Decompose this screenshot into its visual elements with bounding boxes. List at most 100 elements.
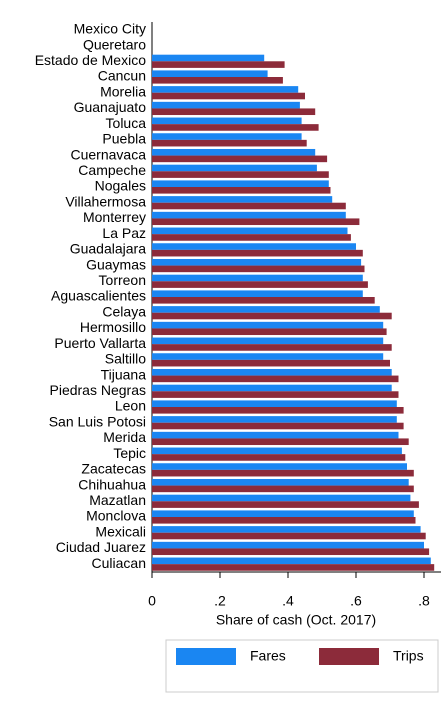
bar	[152, 407, 404, 414]
y-tick-label: Guadalajara	[70, 241, 146, 257]
bar	[152, 541, 424, 549]
y-tick-label: Tijuana	[101, 366, 147, 382]
y-tick-label: Celaya	[102, 303, 146, 319]
y-tick-label: Nogales	[95, 178, 146, 194]
bar	[152, 180, 329, 187]
bar	[152, 564, 435, 571]
bar	[152, 218, 360, 226]
bar	[152, 431, 399, 439]
bar	[152, 70, 268, 77]
y-tick-label: Aguascalientes	[51, 288, 146, 304]
y-tick-label: Culiacan	[92, 555, 146, 571]
bar	[152, 375, 399, 383]
bar	[152, 227, 348, 235]
bar	[152, 463, 407, 470]
bar	[152, 133, 302, 140]
y-tick-label: Mexicali	[95, 523, 146, 539]
bar	[152, 391, 399, 398]
bar	[152, 290, 363, 297]
y-tick-label: Campeche	[78, 162, 146, 178]
bar	[152, 438, 409, 446]
bar	[152, 139, 307, 147]
bar	[152, 54, 265, 62]
y-tick-label: Hermosillo	[80, 319, 146, 335]
bar	[152, 501, 419, 508]
bar	[152, 454, 406, 461]
bar	[152, 422, 404, 430]
bar	[152, 108, 316, 116]
y-tick-label: Toluca	[106, 115, 147, 131]
bar	[152, 92, 305, 100]
y-tick-label: Piedras Negras	[50, 382, 147, 398]
bar	[152, 249, 363, 257]
y-tick-label: Saltillo	[105, 351, 146, 367]
bar	[152, 117, 302, 125]
bar	[152, 196, 333, 203]
y-tick-label: Queretaro	[83, 36, 146, 52]
legend-label: Fares	[250, 648, 286, 664]
y-tick-label: Estado de Mexico	[35, 52, 146, 68]
bar	[152, 61, 285, 68]
y-tick-label: Leon	[115, 398, 146, 414]
bar	[152, 359, 390, 367]
bar	[152, 274, 363, 282]
bar	[152, 469, 414, 477]
bar	[152, 353, 384, 360]
y-tick-label: Cuernavaca	[71, 146, 147, 162]
bar	[152, 86, 299, 93]
bar	[152, 155, 328, 163]
bar	[152, 328, 387, 336]
bar	[152, 171, 329, 178]
y-tick-label: Zacatecas	[81, 461, 146, 477]
bar	[152, 306, 380, 313]
bar	[152, 517, 416, 524]
bar	[152, 526, 421, 533]
y-tick-label: Chihuahua	[78, 476, 146, 492]
y-tick-label: Monterrey	[83, 209, 146, 225]
bar	[152, 265, 365, 273]
bar	[152, 478, 409, 486]
bar	[152, 77, 283, 84]
y-tick-label: Mazatlan	[89, 492, 146, 508]
bar	[152, 485, 414, 493]
x-axis-title: Share of cash (Oct. 2017)	[216, 612, 376, 628]
bar	[152, 494, 411, 502]
y-tick-label: Torreon	[99, 272, 146, 288]
bar	[152, 557, 431, 565]
y-tick-label: Tepic	[113, 445, 146, 461]
bar	[152, 416, 397, 423]
bar	[152, 124, 319, 131]
y-tick-label: Ciudad Juarez	[56, 539, 146, 555]
legend-swatch	[319, 648, 379, 665]
bar	[152, 548, 430, 556]
legend-swatch	[176, 648, 236, 665]
bar	[152, 312, 392, 320]
bar	[152, 344, 392, 351]
x-tick-label: 0	[148, 593, 156, 609]
y-tick-label: Puebla	[102, 131, 146, 147]
bar	[152, 281, 368, 288]
y-tick-label: Guaymas	[86, 256, 146, 272]
bar	[152, 337, 384, 345]
x-tick-label: .4	[282, 593, 294, 609]
bar	[152, 101, 300, 109]
bar	[152, 202, 346, 210]
legend-label: Trips	[393, 648, 424, 664]
y-tick-label: Merida	[103, 429, 146, 445]
y-tick-label: San Luis Potosi	[49, 413, 146, 429]
bar	[152, 297, 375, 304]
bar	[152, 187, 331, 194]
y-tick-label: Guanajuato	[74, 99, 147, 115]
x-tick-label: .8	[418, 593, 430, 609]
bar	[152, 400, 397, 407]
y-tick-label: Morelia	[100, 83, 146, 99]
y-tick-label: Monclova	[86, 508, 146, 524]
bar	[152, 532, 426, 540]
bar	[152, 211, 346, 219]
bar	[152, 258, 362, 266]
bar	[152, 243, 356, 250]
y-tick-label: La Paz	[102, 225, 146, 241]
bar	[152, 148, 316, 156]
x-tick-label: .2	[214, 593, 226, 609]
